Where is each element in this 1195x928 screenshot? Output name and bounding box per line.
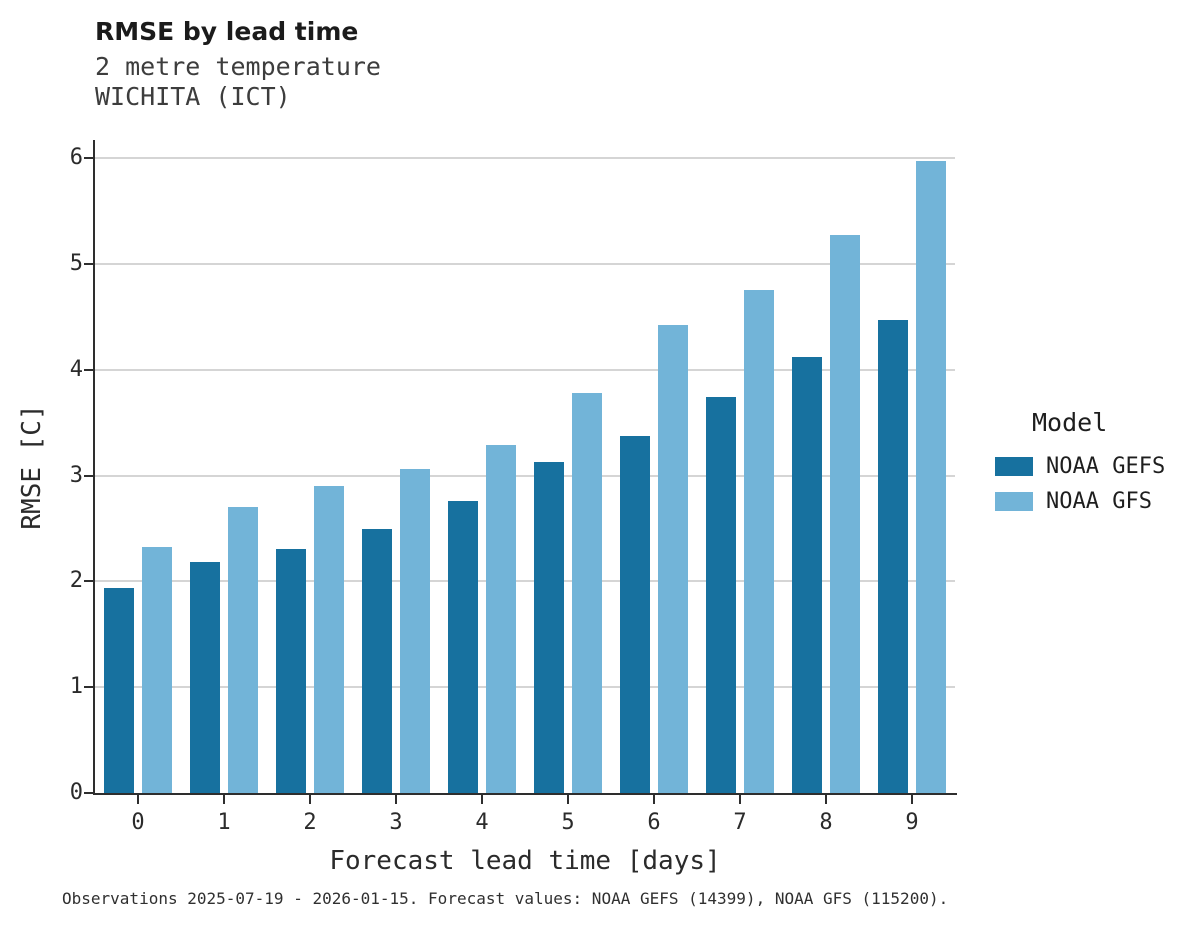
- chart-subtitle-parameter: 2 metre temperature: [95, 52, 381, 81]
- bar-noaa-gefs-day-4: [448, 500, 478, 793]
- bar-noaa-gefs-day-8: [792, 356, 822, 793]
- bar-noaa-gfs-day-8: [830, 235, 860, 793]
- bar-noaa-gefs-day-6: [620, 436, 650, 793]
- x-tick-mark-1: [223, 795, 225, 804]
- chart-title: RMSE by lead time: [95, 17, 359, 46]
- legend: Model NOAA GEFS NOAA GFS: [995, 408, 1165, 523]
- gridline-y3: [95, 474, 955, 477]
- legend-swatch-noaa-gefs: [995, 456, 1033, 476]
- bar-noaa-gfs-day-0: [142, 547, 172, 793]
- gridline-y1: [95, 686, 955, 689]
- y-tick-mark-1: [84, 686, 93, 689]
- x-tick-mark-3: [395, 795, 397, 804]
- x-tick-label-2: 2: [303, 810, 317, 835]
- x-tick-mark-0: [137, 795, 139, 804]
- x-tick-mark-5: [567, 795, 569, 804]
- y-tick-mark-0: [84, 792, 93, 794]
- legend-label-noaa-gfs: NOAA GFS: [1046, 488, 1152, 514]
- bar-noaa-gefs-day-2: [276, 548, 306, 793]
- x-tick-label-1: 1: [217, 810, 231, 835]
- chart-subtitle-station: WICHITA (ICT): [95, 82, 291, 111]
- y-tick-mark-6: [84, 157, 93, 159]
- y-tick-mark-3: [84, 474, 93, 477]
- legend-entries: NOAA GEFS NOAA GFS: [995, 453, 1165, 514]
- x-tick-label-3: 3: [389, 810, 403, 835]
- x-tick-mark-8: [825, 795, 827, 804]
- bar-noaa-gefs-day-3: [362, 529, 392, 793]
- y-tick-label-0: 0: [69, 780, 83, 805]
- x-tick-mark-2: [309, 795, 311, 804]
- x-tick-mark-6: [653, 795, 655, 804]
- bar-noaa-gfs-day-7: [744, 290, 774, 793]
- bar-noaa-gfs-day-6: [658, 325, 688, 793]
- gridline-y5: [95, 262, 955, 265]
- legend-label-noaa-gefs: NOAA GEFS: [1046, 453, 1166, 479]
- y-tick-mark-4: [84, 368, 93, 371]
- x-tick-label-9: 9: [905, 810, 919, 835]
- legend-title: Model: [1032, 408, 1108, 437]
- x-axis-title: Forecast lead time [days]: [329, 846, 721, 876]
- bar-noaa-gefs-day-7: [706, 397, 736, 793]
- legend-entry-noaa-gefs: NOAA GEFS: [995, 453, 1165, 479]
- bar-noaa-gfs-day-5: [572, 392, 602, 793]
- gridline-y2: [95, 580, 955, 583]
- figure-caption: Observations 2025-07-19 - 2026-01-15. Fo…: [62, 889, 949, 908]
- y-tick-label-6: 6: [69, 145, 83, 170]
- gridline-y4: [95, 368, 955, 371]
- y-tick-mark-5: [84, 262, 93, 265]
- bar-noaa-gfs-day-9: [916, 161, 946, 793]
- x-tick-mark-7: [739, 795, 741, 804]
- x-tick-label-4: 4: [475, 810, 489, 835]
- y-tick-label-3: 3: [69, 462, 83, 488]
- x-tick-mark-9: [911, 795, 913, 804]
- bar-noaa-gefs-day-0: [104, 587, 134, 793]
- y-tick-mark-2: [84, 580, 93, 583]
- y-tick-label-1: 1: [69, 674, 83, 700]
- bar-noaa-gfs-day-1: [228, 507, 258, 793]
- bar-noaa-gefs-day-9: [878, 319, 908, 793]
- x-tick-label-6: 6: [647, 810, 661, 835]
- y-tick-label-2: 2: [69, 568, 83, 594]
- gridline-y6: [95, 157, 955, 159]
- legend-swatch-noaa-gfs: [995, 491, 1033, 511]
- x-tick-label-7: 7: [733, 810, 747, 835]
- legend-entry-noaa-gfs: NOAA GFS: [995, 488, 1165, 514]
- x-tick-label-5: 5: [561, 810, 575, 835]
- x-tick-label-0: 0: [131, 810, 145, 835]
- bar-noaa-gefs-day-5: [534, 461, 564, 793]
- x-axis-line: [93, 793, 957, 795]
- bar-noaa-gefs-day-1: [190, 562, 220, 793]
- bar-noaa-gfs-day-3: [400, 469, 430, 793]
- bar-noaa-gfs-day-2: [314, 486, 344, 793]
- plot-area: [95, 140, 955, 793]
- y-tick-label-5: 5: [69, 250, 83, 276]
- x-tick-label-8: 8: [819, 810, 833, 835]
- x-tick-mark-4: [481, 795, 483, 804]
- y-tick-label-4: 4: [69, 356, 83, 382]
- y-axis-line: [93, 140, 95, 795]
- bar-noaa-gfs-day-4: [486, 444, 516, 793]
